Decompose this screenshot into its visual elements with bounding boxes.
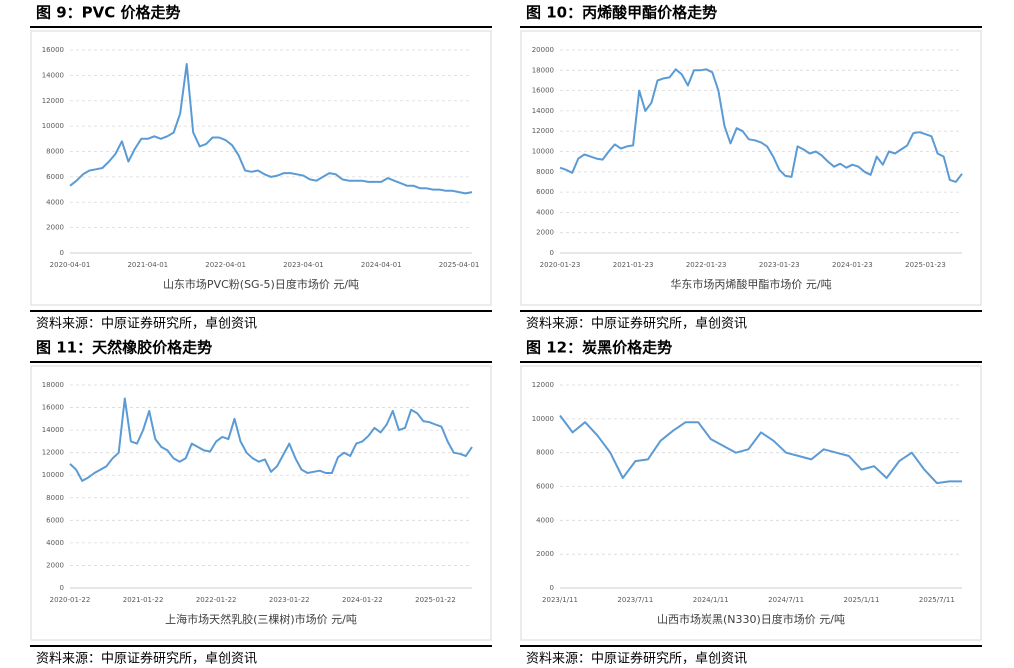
x-tick-label: 2024/7/11 — [768, 596, 804, 604]
price-line — [69, 63, 473, 195]
y-tick-label: 0 — [60, 584, 64, 592]
y-tick-label: 8000 — [536, 168, 554, 176]
x-tick-label: 2021-01-22 — [123, 596, 164, 604]
source-note: 资料来源：中原证券研究所，卓创资讯 — [526, 316, 747, 332]
x-tick-label: 2022-01-23 — [686, 261, 727, 269]
y-tick-label: 0 — [550, 249, 554, 257]
y-tick-label: 8000 — [46, 148, 64, 156]
chart-frame — [520, 365, 982, 641]
y-tick-label: 16000 — [42, 46, 64, 54]
y-tick-label: 12000 — [532, 381, 554, 389]
x-tick-label: 2024-01-23 — [832, 261, 873, 269]
y-tick-label: 6000 — [536, 483, 554, 491]
y-tick-label: 8000 — [46, 494, 64, 502]
x-tick-label: 2025/1/11 — [844, 596, 880, 604]
x-tick-label: 2024-01-22 — [342, 596, 383, 604]
legend-caption: 华东市场丙烯酸甲酯市场价 元/吨 — [670, 277, 831, 291]
chart-frame — [30, 365, 492, 641]
y-tick-label: 18000 — [42, 381, 64, 389]
x-tick-label: 2025/7/11 — [919, 596, 955, 604]
x-tick-label: 2024/1/11 — [693, 596, 729, 604]
y-tick-label: 20000 — [532, 46, 554, 54]
y-tick-label: 0 — [550, 584, 554, 592]
x-tick-label: 2025-01-22 — [415, 596, 456, 604]
y-tick-label: 14000 — [42, 71, 64, 79]
x-tick-label: 2023-04-01 — [283, 261, 324, 269]
x-tick-label: 2022-04-01 — [205, 261, 246, 269]
source-note: 资料来源：中原证券研究所，卓创资讯 — [36, 651, 257, 667]
figure-title: 图 9：PVC 价格走势 — [36, 4, 181, 22]
y-tick-label: 10000 — [42, 471, 64, 479]
y-tick-label: 4000 — [536, 516, 554, 524]
y-tick-label: 2000 — [536, 229, 554, 237]
figure-title: 图 10：丙烯酸甲酯价格走势 — [526, 4, 717, 22]
y-tick-label: 0 — [60, 249, 64, 257]
y-tick-label: 6000 — [536, 188, 554, 196]
y-tick-label: 10000 — [42, 122, 64, 130]
y-tick-label: 12000 — [42, 97, 64, 105]
y-tick-label: 6000 — [46, 516, 64, 524]
y-tick-label: 2000 — [46, 561, 64, 569]
y-tick-label: 12000 — [532, 127, 554, 135]
y-tick-label: 2000 — [46, 224, 64, 232]
chart-frame — [30, 30, 492, 306]
price-line — [559, 414, 962, 485]
figure-title: 图 11：天然橡胶价格走势 — [36, 339, 212, 357]
y-tick-label: 4000 — [46, 198, 64, 206]
x-tick-label: 2025-01-23 — [905, 261, 946, 269]
y-tick-label: 6000 — [46, 173, 64, 181]
x-tick-label: 2021-01-23 — [613, 261, 654, 269]
x-tick-label: 2022-01-22 — [196, 596, 237, 604]
y-tick-label: 16000 — [42, 404, 64, 412]
y-tick-label: 4000 — [536, 208, 554, 216]
y-tick-label: 8000 — [536, 449, 554, 457]
legend-caption: 山东市场PVC粉(SG-5)日度市场价 元/吨 — [163, 277, 359, 291]
y-tick-label: 4000 — [46, 539, 64, 547]
y-tick-label: 16000 — [532, 87, 554, 95]
x-tick-label: 2020-04-01 — [50, 261, 91, 269]
x-tick-label: 2023-01-23 — [759, 261, 800, 269]
y-tick-label: 14000 — [532, 107, 554, 115]
x-tick-label: 2021-04-01 — [127, 261, 168, 269]
x-tick-label: 2020-01-23 — [540, 261, 581, 269]
y-tick-label: 2000 — [536, 550, 554, 558]
y-tick-label: 12000 — [42, 449, 64, 457]
legend-caption: 山西市场炭黑(N330)日度市场价 元/吨 — [657, 612, 845, 626]
y-tick-label: 10000 — [532, 148, 554, 156]
y-tick-label: 18000 — [532, 66, 554, 74]
price-line — [559, 68, 963, 183]
legend-caption: 上海市场天然乳胶(三棵树)市场价 元/吨 — [165, 612, 357, 626]
x-tick-label: 2023/1/11 — [542, 596, 578, 604]
y-tick-label: 14000 — [42, 426, 64, 434]
y-tick-label: 10000 — [532, 415, 554, 423]
source-note: 资料来源：中原证券研究所，卓创资讯 — [526, 651, 747, 667]
x-tick-label: 2023-01-22 — [269, 596, 310, 604]
chart-frame — [520, 30, 982, 306]
price-line — [69, 397, 473, 482]
source-note: 资料来源：中原证券研究所，卓创资讯 — [36, 316, 257, 332]
x-tick-label: 2020-01-22 — [50, 596, 91, 604]
x-tick-label: 2023/7/11 — [617, 596, 653, 604]
x-tick-label: 2025-04-01 — [439, 261, 480, 269]
figure-title: 图 12：炭黑价格走势 — [526, 339, 672, 357]
x-tick-label: 2024-04-01 — [361, 261, 402, 269]
